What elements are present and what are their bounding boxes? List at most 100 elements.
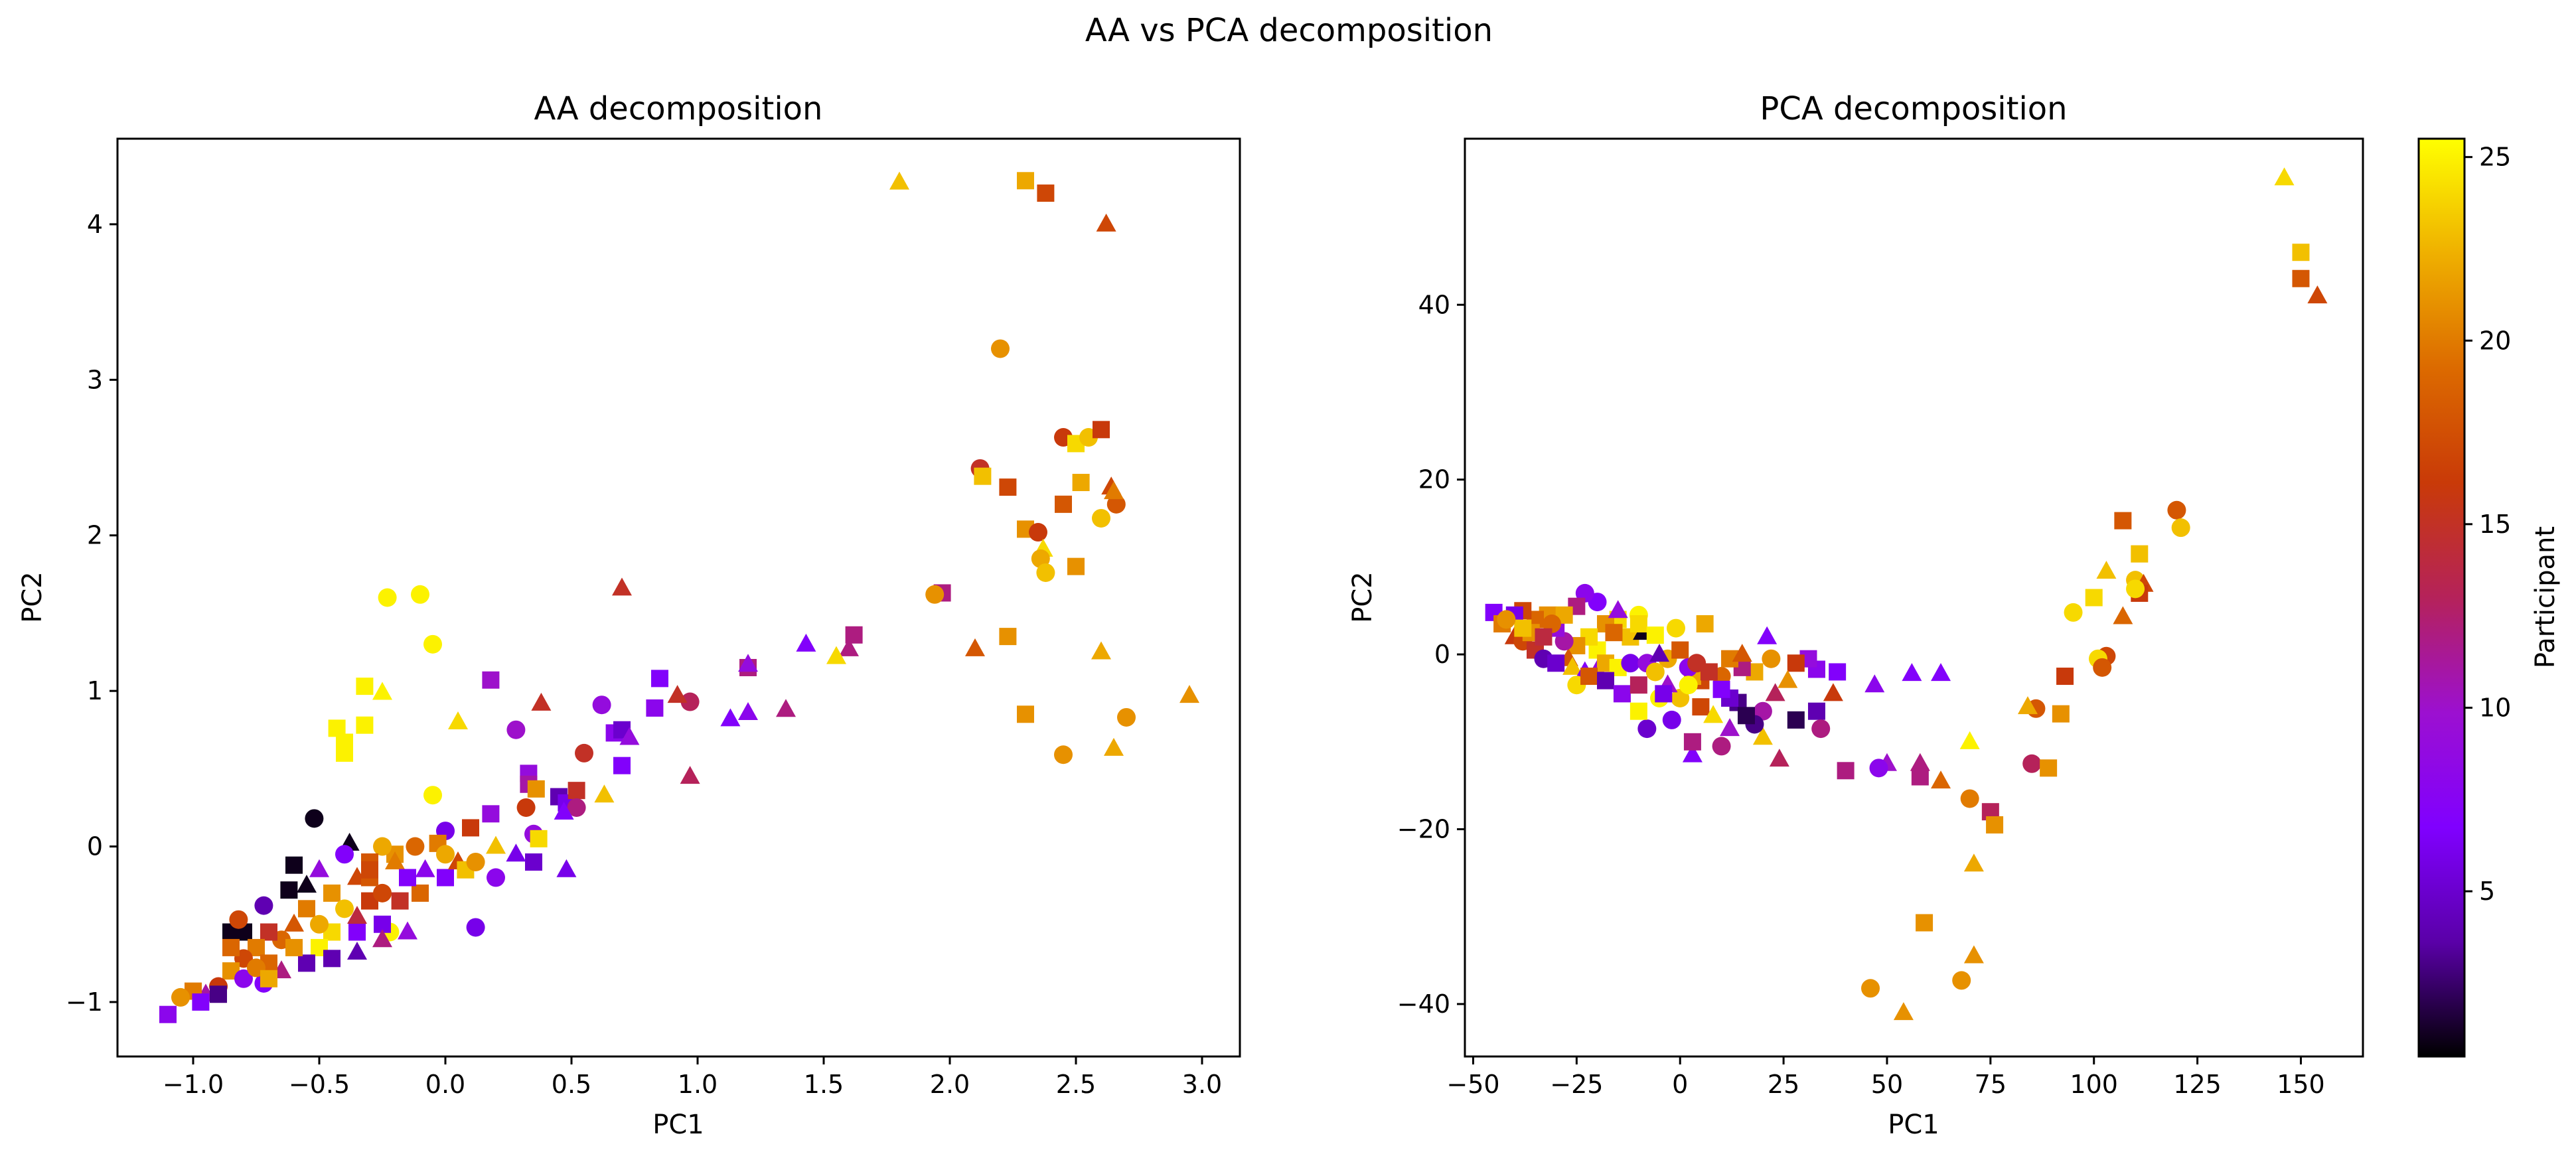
colorbar-tick-layer: 5 10 15 20 25 (2464, 143, 2511, 906)
data-point-circle (1637, 719, 1657, 739)
data-point-square (391, 892, 409, 910)
data-point-circle (567, 798, 586, 817)
data-point-square (192, 993, 210, 1011)
data-point-triangle (1931, 770, 1951, 789)
aa-x-tick-label: 2.5 (1056, 1070, 1096, 1099)
data-point-circle (406, 837, 425, 856)
data-point-square (1535, 628, 1553, 646)
data-point-triangle (1608, 600, 1628, 618)
pca-y-tick-label: 20 (1418, 465, 1450, 494)
data-point-circle (925, 585, 945, 604)
aa-x-tick-label: 1.5 (804, 1070, 844, 1099)
data-point-square (1655, 685, 1673, 703)
data-point-circle (234, 969, 253, 988)
data-point-triangle (2017, 696, 2038, 715)
data-point-square (437, 869, 454, 887)
data-point-triangle (1963, 945, 1984, 964)
data-point-square (527, 780, 545, 798)
data-point-square (412, 884, 429, 902)
data-point-square (222, 938, 240, 956)
data-point-square (1580, 668, 1598, 686)
pca-x-tick-label: 25 (1768, 1070, 1799, 1099)
data-point-triangle (1902, 663, 1922, 682)
data-point-circle (506, 720, 526, 739)
data-point-triangle (398, 921, 417, 940)
data-point-triangle (531, 692, 552, 711)
pca-y-tick-label: 40 (1418, 290, 1450, 319)
data-point-triangle (1778, 670, 1798, 688)
data-point-square (999, 628, 1017, 646)
data-point-circle (1662, 710, 1681, 729)
pca-x-tick-label: 100 (2070, 1070, 2118, 1099)
data-point-circle (466, 852, 485, 871)
data-point-circle (1054, 745, 1073, 764)
data-point-square (651, 670, 668, 688)
data-point-circle (1029, 523, 1047, 542)
data-point-circle (436, 845, 455, 864)
data-point-circle (2167, 500, 2186, 520)
data-point-square (285, 938, 303, 956)
data-point-square (1067, 557, 1085, 575)
data-point-triangle (284, 913, 304, 932)
data-point-circle (680, 692, 700, 711)
data-point-triangle (506, 843, 526, 862)
data-point-triangle (372, 929, 392, 948)
data-point-triangle (1682, 744, 1703, 763)
data-point-circle (378, 588, 397, 607)
data-point-triangle (738, 701, 758, 720)
data-point-triangle (1910, 753, 1930, 771)
data-point-circle (373, 883, 392, 903)
data-point-triangle (1959, 731, 1980, 749)
data-point-square (974, 467, 992, 485)
pca-tick-layer: −50 −25 0 25 50 75 100 125 150 −40 −20 0 20 40 (1397, 290, 2325, 1099)
pca-point-layer (1485, 167, 2328, 1021)
data-point-square (482, 805, 500, 823)
data-point-circle (2126, 579, 2145, 599)
data-point-square (1712, 680, 1730, 698)
data-point-square (1911, 768, 1929, 786)
pca-x-axis-label: PC1 (1888, 1110, 1939, 1140)
data-point-circle (310, 914, 329, 934)
pca-x-tick-label: 0 (1672, 1070, 1688, 1099)
data-point-triangle (1864, 674, 1885, 693)
data-point-circle (1092, 508, 1110, 528)
data-point-triangle (2113, 606, 2133, 624)
data-point-square (2056, 668, 2074, 686)
colorbar-label: Participant (2530, 526, 2561, 668)
data-point-square (285, 856, 303, 874)
data-point-triangle (1720, 718, 1740, 737)
data-point-triangle (738, 654, 758, 672)
data-point-triangle (720, 708, 741, 727)
data-point-triangle (1931, 663, 1951, 682)
data-point-square (210, 985, 227, 1003)
aa-x-tick-label: 0.0 (425, 1070, 465, 1099)
data-point-circle (229, 910, 248, 929)
pca-y-axis-label: PC2 (1347, 571, 1378, 623)
data-point-square (1787, 711, 1805, 729)
data-point-circle (516, 798, 536, 817)
data-point-circle (2093, 658, 2112, 677)
data-point-square (2114, 512, 2132, 530)
data-point-square (1696, 615, 1714, 633)
data-point-square (1514, 619, 1532, 637)
data-point-square (260, 923, 277, 941)
data-point-triangle (448, 711, 468, 730)
data-point-triangle (297, 875, 317, 893)
data-point-circle (1106, 494, 1126, 514)
data-point-square (1986, 816, 2004, 834)
data-point-triangle (2307, 285, 2328, 304)
data-point-square (1613, 685, 1631, 703)
colorbar-tick-label: 15 (2479, 510, 2511, 539)
data-point-circle (1645, 662, 1665, 682)
data-point-square (1683, 733, 1701, 751)
data-point-circle (575, 743, 593, 763)
aa-tick-layer: −1.0 −0.5 0.0 0.5 1.0 1.5 2.0 2.5 3.0 −1 0 1 2 3 4 (66, 210, 1222, 1099)
data-point-triangle (1104, 481, 1124, 500)
colorbar-gradient (2417, 137, 2466, 1058)
data-point-square (999, 478, 1017, 496)
data-point-triangle (486, 835, 506, 854)
data-point-circle (991, 339, 1010, 358)
data-point-square (1017, 705, 1034, 723)
pca-y-tick-label: 0 (1434, 640, 1450, 669)
data-point-square (1547, 654, 1565, 672)
